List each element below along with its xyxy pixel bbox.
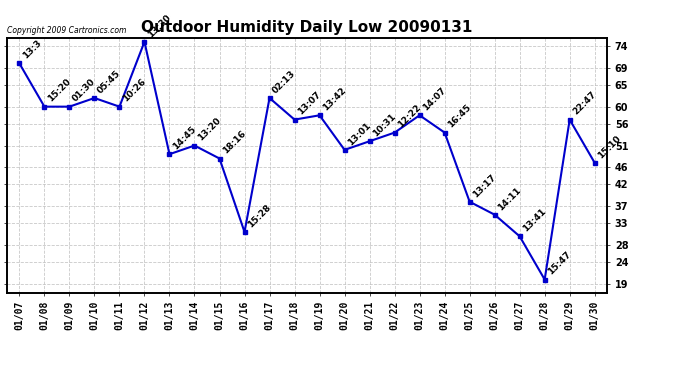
Text: 13:30: 13:30 bbox=[146, 12, 172, 39]
Text: 01:30: 01:30 bbox=[71, 78, 97, 104]
Text: 13:42: 13:42 bbox=[321, 86, 348, 112]
Text: 15:47: 15:47 bbox=[546, 250, 573, 277]
Text: 16:45: 16:45 bbox=[446, 103, 473, 130]
Text: 13:17: 13:17 bbox=[471, 172, 497, 199]
Text: 13:20: 13:20 bbox=[196, 116, 222, 143]
Title: Outdoor Humidity Daily Low 20090131: Outdoor Humidity Daily Low 20090131 bbox=[141, 20, 473, 35]
Text: 14:45: 14:45 bbox=[171, 124, 197, 152]
Text: 13:3: 13:3 bbox=[21, 39, 43, 61]
Text: 10:31: 10:31 bbox=[371, 112, 397, 138]
Text: 14:07: 14:07 bbox=[421, 86, 448, 112]
Text: 05:45: 05:45 bbox=[96, 69, 122, 95]
Text: 15:28: 15:28 bbox=[246, 202, 273, 229]
Text: 10:26: 10:26 bbox=[121, 77, 148, 104]
Text: 12:22: 12:22 bbox=[396, 103, 422, 130]
Text: 15:20: 15:20 bbox=[46, 77, 72, 104]
Text: 15:10: 15:10 bbox=[596, 134, 622, 160]
Text: 14:11: 14:11 bbox=[496, 185, 523, 212]
Text: 13:07: 13:07 bbox=[296, 90, 322, 117]
Text: 13:01: 13:01 bbox=[346, 121, 373, 147]
Text: 02:13: 02:13 bbox=[271, 69, 297, 95]
Text: 22:47: 22:47 bbox=[571, 90, 598, 117]
Text: 18:16: 18:16 bbox=[221, 129, 248, 156]
Text: 13:41: 13:41 bbox=[521, 207, 548, 234]
Text: Copyright 2009 Cartronics.com: Copyright 2009 Cartronics.com bbox=[7, 26, 126, 35]
